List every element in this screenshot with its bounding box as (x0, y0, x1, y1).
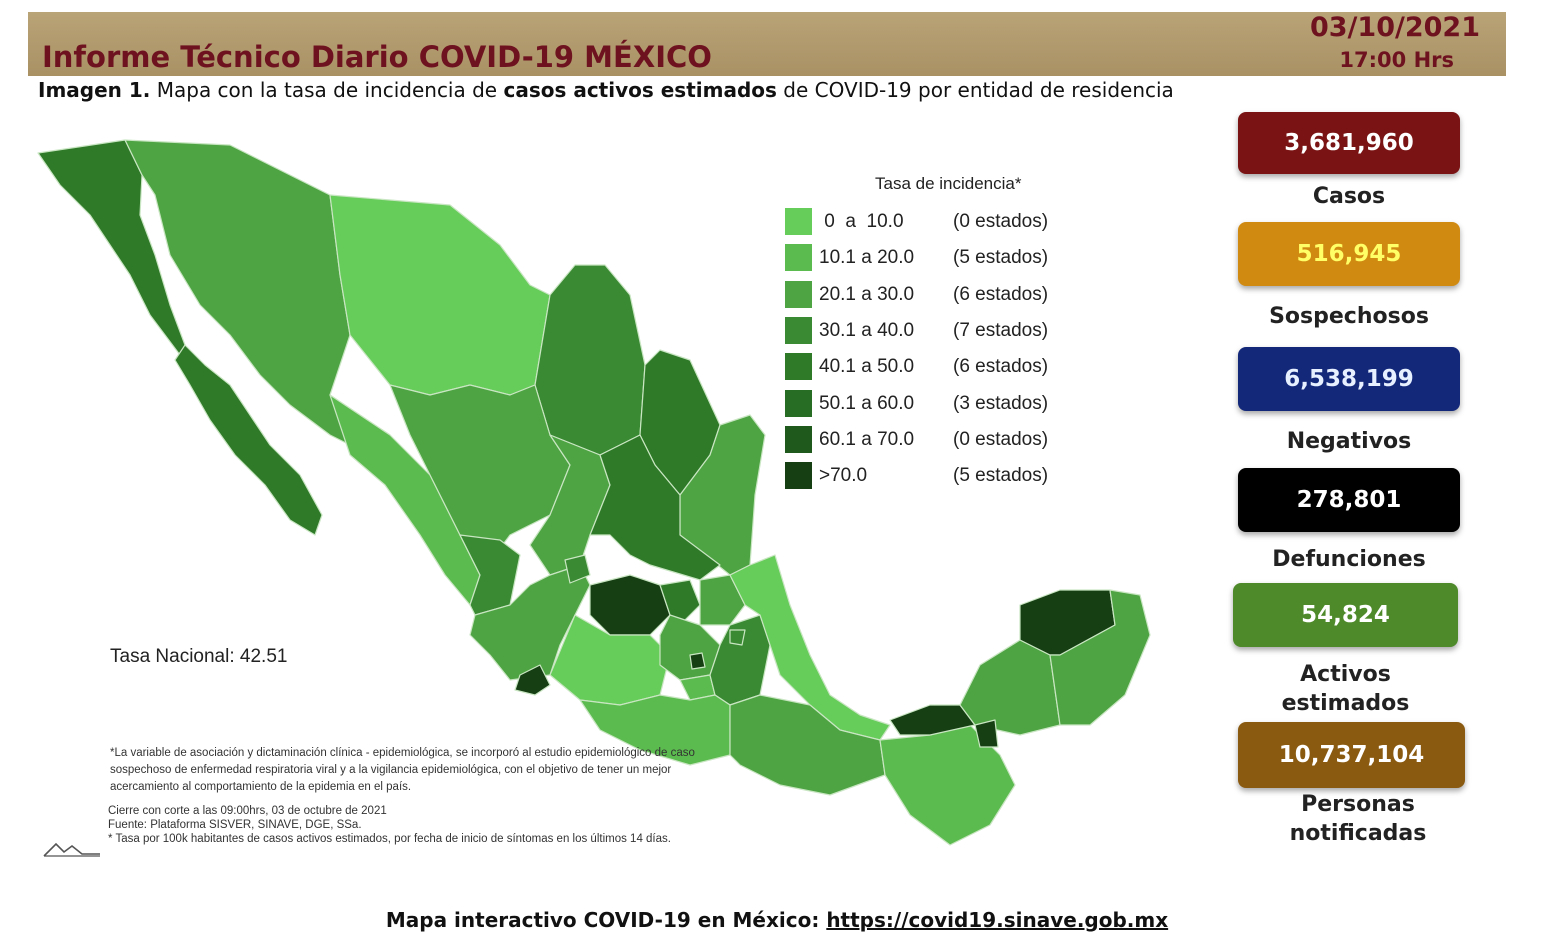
state-cdmx (689, 652, 706, 670)
footer-link[interactable]: https://covid19.sinave.gob.mx (826, 908, 1169, 932)
stat-value-box: 10,737,104 (1238, 722, 1465, 788)
stat-label: Activos estimados (1281, 662, 1410, 716)
report-title: Informe Técnico Diario COVID-19 MÉXICO (42, 40, 712, 74)
legend-range: >70.0 (819, 465, 868, 487)
stat-label: Casos (1312, 184, 1386, 209)
legend-count: (6 estados) (953, 283, 1049, 305)
legend-range: 40.1 a 50.0 (819, 356, 915, 378)
legend-item: 60.1 a 70.0 (0 estados) (785, 425, 1055, 454)
state-guanajuato (589, 574, 671, 636)
report-time: 17:00 Hrs (1339, 48, 1454, 72)
legend-item: 30.1 a 40.0 (7 estados) (785, 316, 1055, 345)
stat-label: Negativos (1286, 429, 1412, 454)
state-campeche (959, 639, 1061, 736)
legend-count: (0 estados) (953, 211, 1049, 232)
source-notes: Cierre con corte a las 09:00hrs, 03 de o… (108, 804, 748, 846)
state-tabasco-east (974, 719, 999, 748)
stat-label: Personas notificadas (1289, 792, 1427, 846)
report-date: 03/10/2021 (1309, 12, 1480, 43)
legend-title: Tasa de incidencia* (875, 174, 1022, 193)
legend-range: 60.1 a 70.0 (819, 428, 915, 450)
legend-count: (5 estados) (953, 465, 1049, 487)
legend-item: 10.1 a 20.0 (5 estados) (785, 244, 1055, 272)
legend-item: 20.1 a 30.0 (6 estados) (785, 280, 1055, 309)
legend-swatch (785, 353, 812, 381)
legend-swatch (785, 425, 812, 453)
cutoff-note: Cierre con corte a las 09:00hrs, 03 de o… (108, 805, 387, 817)
legend-count: (5 estados) (953, 247, 1049, 269)
legend-count: (3 estados) (953, 392, 1049, 414)
caption-text-1: Mapa con la tasa de incidencia de (150, 78, 504, 102)
state-chihuahua (329, 194, 551, 396)
mexico-map (37, 139, 1151, 846)
caption-emphasis: casos activos estimados (503, 78, 777, 102)
stat-value-box: 516,945 (1238, 222, 1460, 286)
state-coahuila (534, 264, 646, 456)
stat-value-box: 54,824 (1233, 583, 1458, 647)
legend-range: 50.1 a 60.0 (819, 392, 915, 414)
legend-item: >70.0 (5 estados) (785, 462, 1055, 490)
source-note: Fuente: Plataforma SISVER, SINAVE, DGE, … (108, 819, 362, 831)
legend-range: 30.1 a 40.0 (819, 319, 915, 341)
state-tlaxcala (729, 629, 746, 646)
stat-label: Defunciones (1272, 547, 1426, 572)
methodology-note: *La variable de asociación y dictaminaci… (110, 747, 695, 793)
legend-item: 50.1 a 60.0 (3 estados) (785, 389, 1055, 418)
legend-count: (7 estados) (953, 319, 1049, 341)
rate-note: * Tasa por 100k habitantes de casos acti… (108, 833, 671, 845)
footer: Mapa interactivo COVID-19 en México: htt… (0, 908, 1554, 932)
stat-value-box: 3,681,960 (1238, 112, 1460, 174)
legend-range: 0 a 10.0 (819, 211, 904, 232)
legend-item: 40.1 a 50.0 (6 estados) (785, 353, 1055, 381)
state-queretaro (659, 579, 701, 626)
legend-range: 10.1 a 20.0 (819, 247, 915, 269)
legend-swatch (785, 208, 812, 235)
stat-value-box: 278,801 (1238, 468, 1460, 532)
caption-label: Imagen 1. (38, 78, 151, 102)
state-oaxaca (729, 694, 886, 796)
state-colima (514, 664, 551, 696)
state-aguascalientes (564, 554, 591, 584)
national-rate: Tasa Nacional: 42.51 (110, 646, 288, 667)
legend-swatch (785, 280, 812, 308)
legend-swatch (785, 462, 812, 490)
stat-label: Sospechosos (1269, 304, 1429, 329)
legend-count: (6 estados) (953, 356, 1049, 378)
footer-text: Mapa interactivo COVID-19 en México: (385, 908, 827, 932)
legend-count: (0 estados) (953, 428, 1049, 450)
legend-range: 20.1 a 30.0 (819, 283, 915, 305)
map-caption: Imagen 1. Mapa con la tasa de incidencia… (38, 78, 1174, 102)
mountain-logo-icon (43, 842, 100, 857)
header-bar (28, 12, 1506, 76)
legend-swatch (785, 316, 812, 344)
legend-swatch (785, 244, 812, 272)
legend-swatch (785, 389, 812, 417)
stat-value-box: 6,538,199 (1238, 347, 1460, 411)
caption-text-2: de COVID-19 por entidad de residencia (776, 78, 1174, 102)
state-puebla (709, 614, 771, 706)
state-quintana-roo (1049, 589, 1151, 726)
legend-item: 0 a 10.0 (0 estados) (785, 208, 1055, 236)
state-baja-california-sur (174, 344, 323, 536)
